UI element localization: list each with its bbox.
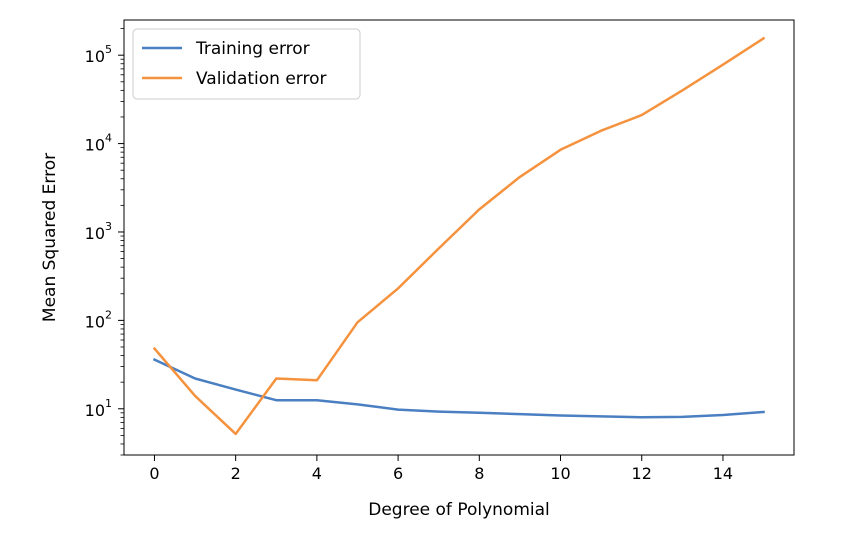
legend-box (132, 28, 361, 100)
x-tick-label: 12 (632, 464, 652, 483)
x-tick-label: 10 (550, 464, 570, 483)
plot-lines (152, 36, 766, 436)
series-line-validation-error (152, 36, 766, 436)
plot-frame (123, 19, 795, 456)
y-tick-label: 101 (85, 397, 112, 420)
y-tick-label: 104 (85, 132, 112, 155)
x-tick-label: 0 (149, 464, 159, 483)
x-axis-label: Degree of Polynomial (368, 500, 550, 520)
legend: Training error Validation error (132, 28, 361, 100)
legend-label: Training error (195, 39, 310, 59)
x-tick-label: 14 (713, 464, 733, 483)
y-tick-label: 102 (85, 308, 112, 331)
y-tick-label: 103 (85, 220, 112, 243)
x-tick-label: 6 (393, 464, 403, 483)
axes-ticks: 0 2 4 6 8 10 12 14 101 102 103 104 105 (85, 28, 733, 483)
y-tick-label: 105 (85, 43, 112, 66)
y-axis-label: Mean Squared Error (40, 153, 60, 322)
x-tick-label: 2 (231, 464, 241, 483)
legend-label: Validation error (196, 69, 327, 89)
x-tick-label: 8 (474, 464, 484, 483)
series-line-training-error (152, 357, 765, 419)
x-tick-label: 4 (312, 464, 322, 483)
